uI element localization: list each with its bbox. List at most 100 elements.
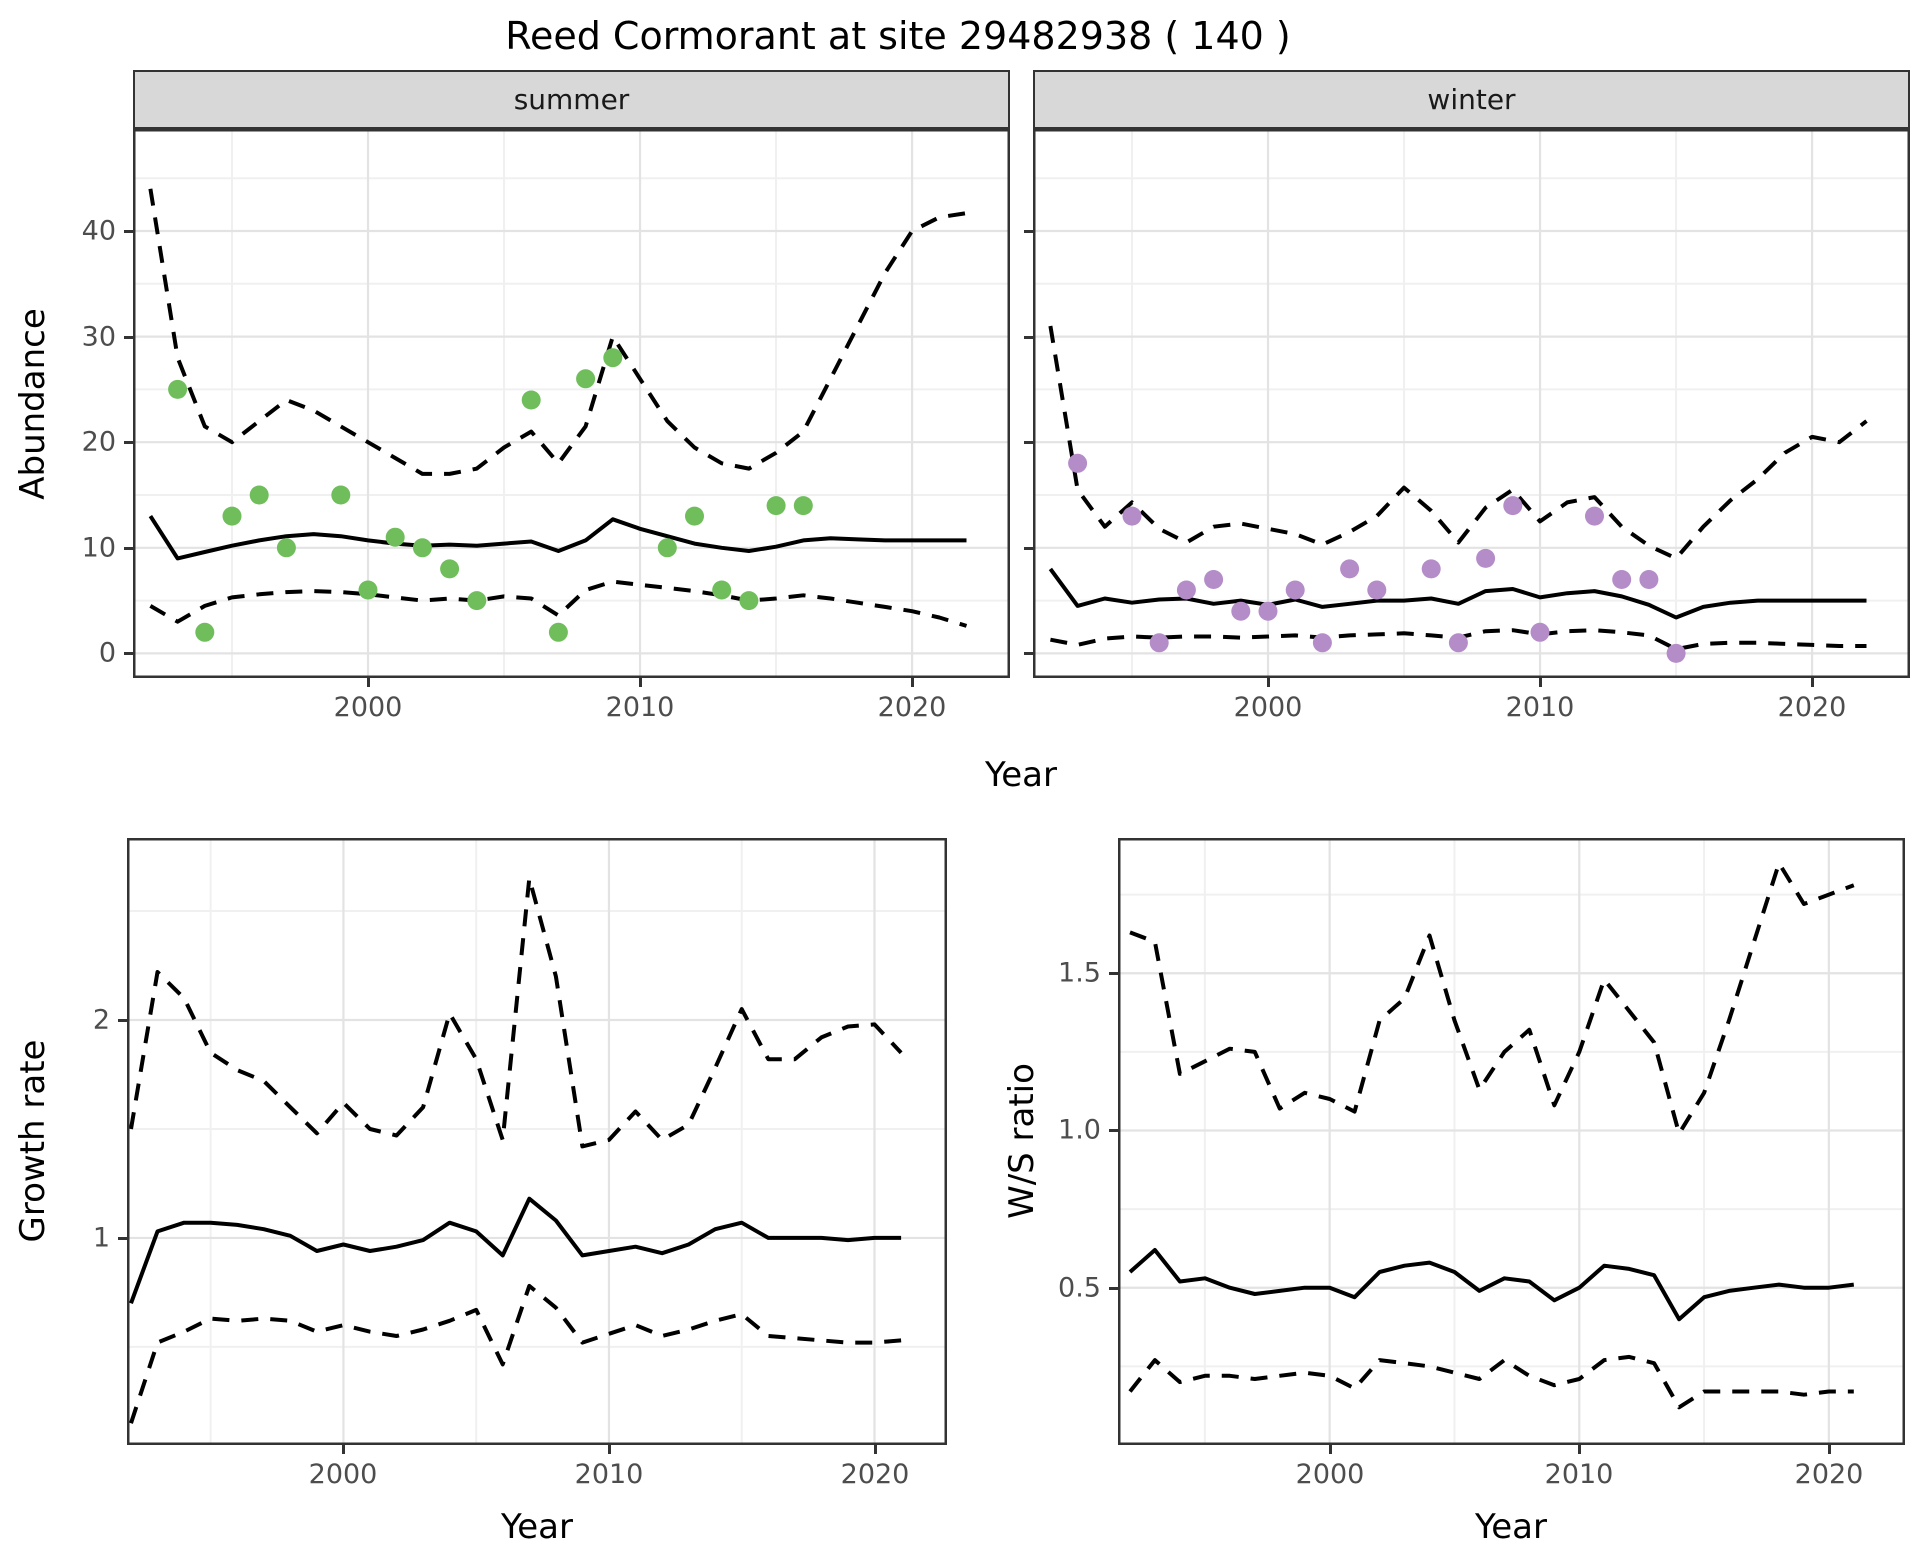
abundance-winter-median-line [1048, 567, 1867, 620]
abundance-winter-point [1585, 506, 1604, 526]
abundance-summer-point [793, 496, 813, 516]
y-tick-mark [1024, 652, 1033, 655]
abundance-summer-point [685, 506, 704, 526]
abundance-summer-point [521, 390, 541, 410]
abundance-summer-point [766, 496, 786, 516]
facet-strip-summer: summer [133, 70, 1010, 129]
x-axis-title-year-top: Year [985, 755, 1057, 795]
y-axis-title-growth-rate: Growth rate [13, 1039, 53, 1243]
x-axis-title-year-ws: Year [1475, 1507, 1547, 1547]
abundance-winter-point [1068, 453, 1088, 473]
x-tick-mark [639, 678, 642, 687]
y-tick-mark [124, 441, 133, 444]
abundance-winter-point [1285, 580, 1305, 600]
abundance-summer-point [657, 538, 677, 558]
x-tick-label: 2010 [1544, 1459, 1614, 1490]
ws-ratio-lower-ci-line [1128, 1354, 1854, 1410]
y-tick-label: 2 [92, 1004, 110, 1036]
abundance-summer-point [467, 591, 487, 611]
x-tick-label: 2000 [1295, 1459, 1365, 1490]
y-tick-label: 0 [98, 637, 116, 669]
x-tick-label: 2020 [877, 692, 947, 723]
panel-abundance-winter [1033, 129, 1910, 678]
abundance-winter-point [1176, 580, 1196, 600]
x-tick-mark [911, 678, 914, 687]
abundance-winter-point [1666, 643, 1686, 663]
x-tick-mark [1578, 1445, 1581, 1454]
y-tick-mark [124, 230, 133, 233]
abundance-summer-point [168, 379, 188, 399]
abundance-winter-point [1258, 601, 1278, 621]
x-tick-mark [1539, 678, 1542, 687]
abundance-winter-point [1503, 496, 1523, 516]
y-tick-label: 40 [81, 215, 116, 247]
abundance-winter-point [1612, 570, 1632, 589]
abundance-winter-point [1231, 601, 1251, 621]
ws-ratio-median-line [1128, 1248, 1855, 1322]
facet-strip-summer-label: summer [513, 83, 630, 116]
x-tick-mark [608, 1445, 611, 1454]
x-tick-label: 2000 [1233, 692, 1303, 723]
abundance-winter-point [1149, 633, 1169, 653]
abundance-winter-point [1367, 580, 1387, 600]
chart-title: Reed Cormorant at site 29482938 ( 140 ) [505, 14, 1291, 58]
y-tick-label: 1.0 [1058, 1114, 1101, 1146]
abundance-winter-point [1340, 559, 1360, 579]
x-tick-mark [367, 678, 370, 687]
x-tick-mark [342, 1445, 345, 1454]
y-axis-title-ws-ratio: W/S ratio [1002, 1063, 1042, 1219]
abundance-summer-point [331, 485, 351, 505]
abundance-summer-point [548, 622, 568, 642]
y-tick-mark [124, 336, 133, 339]
x-tick-label: 2020 [840, 1459, 910, 1490]
abundance-winter-point [1122, 506, 1142, 526]
ws-ratio-border [1118, 838, 1905, 1445]
abundance-summer-point [222, 506, 242, 526]
x-tick-label: 2010 [574, 1459, 644, 1490]
panel-ws-ratio [1118, 838, 1905, 1445]
y-tick-mark [1024, 230, 1033, 233]
abundance-winter-point [1476, 548, 1496, 568]
abundance-summer-point [603, 348, 623, 368]
y-tick-mark [1109, 972, 1118, 975]
abundance-winter-point [1204, 570, 1224, 589]
abundance-winter-point [1639, 570, 1659, 589]
abundance-winter-point [1448, 633, 1468, 653]
x-tick-label: 2000 [333, 692, 403, 723]
x-tick-mark [1329, 1445, 1332, 1454]
y-tick-mark [1109, 1287, 1118, 1290]
y-tick-mark [1109, 1129, 1118, 1132]
abundance-winter-point [1312, 633, 1332, 653]
y-tick-mark [1024, 336, 1033, 339]
abundance-summer-point [276, 538, 296, 558]
y-tick-label: 30 [81, 321, 116, 353]
y-tick-label: 10 [81, 532, 116, 564]
y-axis-title-abundance: Abundance [13, 308, 53, 500]
y-tick-label: 0.5 [1058, 1272, 1101, 1304]
ws-ratio-upper-ci-line [1129, 861, 1855, 1136]
y-tick-label: 1 [92, 1222, 110, 1254]
y-tick-label: 20 [81, 426, 116, 458]
x-tick-label: 2020 [1777, 692, 1847, 723]
x-tick-label: 2020 [1794, 1459, 1864, 1490]
abundance-summer-point [358, 580, 378, 600]
x-tick-mark [874, 1445, 877, 1454]
facet-strip-winter: winter [1033, 70, 1910, 129]
panel-growth-rate [127, 838, 947, 1445]
x-tick-mark [1828, 1445, 1831, 1454]
abundance-summer-point [195, 622, 215, 642]
abundance-summer-point [739, 591, 759, 611]
x-tick-label: 2000 [308, 1459, 378, 1490]
y-tick-mark [118, 1019, 127, 1022]
abundance-summer-point [712, 580, 732, 600]
y-tick-mark [124, 652, 133, 655]
x-tick-mark [1811, 678, 1814, 687]
x-tick-label: 2010 [1505, 692, 1575, 723]
abundance-summer-point [576, 369, 596, 389]
y-tick-label: 1.5 [1058, 957, 1101, 989]
facet-strip-winter-label: winter [1427, 83, 1516, 116]
y-tick-mark [124, 547, 133, 550]
abundance-winter-border [1033, 129, 1910, 678]
abundance-summer-point [412, 538, 432, 558]
